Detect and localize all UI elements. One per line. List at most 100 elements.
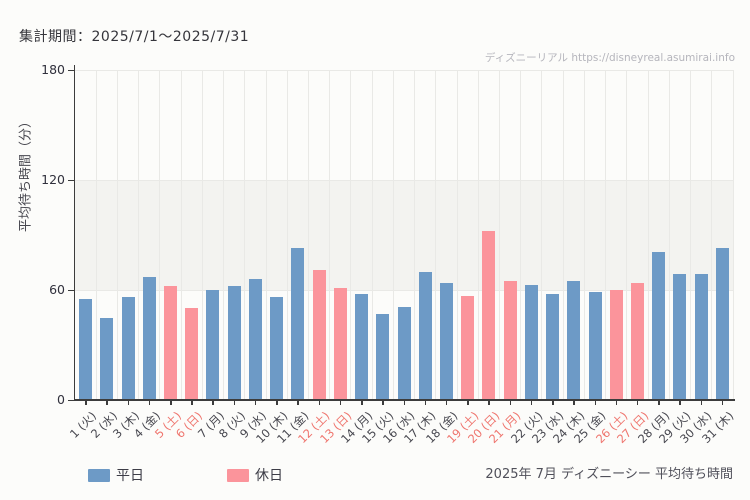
x-axis-tick	[636, 401, 639, 405]
grid-line-vertical	[414, 70, 416, 400]
wait-time-bar-day-7	[206, 290, 220, 400]
y-tick-label: 0	[57, 392, 65, 407]
grid-line-vertical	[477, 70, 479, 400]
grid-line-vertical	[499, 70, 501, 400]
x-axis-tick	[467, 401, 469, 405]
y-axis-line	[73, 65, 75, 401]
wait-time-bar-day-1	[79, 299, 93, 400]
x-axis-tick	[403, 401, 405, 405]
x-axis-tick	[361, 401, 363, 405]
wait-time-bar-day-17	[418, 271, 432, 400]
grid-line-vertical	[116, 70, 118, 400]
y-axis-tick	[68, 289, 74, 291]
grid-line-vertical	[690, 70, 692, 400]
x-axis-tick	[573, 401, 575, 405]
y-tick-label: 120	[41, 172, 65, 187]
x-axis-tick	[297, 401, 299, 405]
x-axis-tick	[488, 401, 490, 405]
grid-line-vertical	[244, 70, 246, 400]
wait-time-bar-day-10	[270, 297, 284, 400]
x-axis-tick	[254, 401, 257, 405]
grid-line-vertical	[392, 70, 394, 400]
x-axis-tick	[552, 401, 554, 405]
x-axis-tick	[658, 401, 660, 405]
wait-time-bar-day-24	[567, 280, 581, 400]
wait-time-bar-day-13	[333, 288, 347, 400]
y-tick-label: 180	[41, 62, 65, 77]
x-axis-tick	[106, 401, 108, 405]
x-axis-tick	[594, 401, 597, 405]
grid-line-vertical	[329, 70, 331, 400]
wait-time-bar-day-21	[503, 280, 517, 400]
x-axis-tick	[615, 401, 618, 405]
legend-holiday-swatch	[227, 468, 249, 482]
x-axis-tick	[721, 401, 724, 405]
site-watermark: ディズニーリアル https://disneyreal.asumirai.inf…	[484, 52, 735, 64]
grid-line-vertical	[286, 70, 288, 400]
x-axis-tick	[212, 401, 214, 405]
legend-weekday-swatch	[88, 468, 110, 482]
y-tick-label: 60	[49, 282, 65, 297]
grid-line-vertical	[435, 70, 437, 400]
grid-line-vertical	[605, 70, 607, 400]
y-axis-tick	[68, 179, 74, 181]
x-axis-tick	[424, 401, 427, 405]
shaded-band-60-120	[75, 180, 733, 290]
wait-time-bar-day-2	[100, 317, 114, 400]
grid-line-vertical	[711, 70, 713, 400]
grid-line-vertical	[520, 70, 522, 400]
wait-time-bar-day-4	[142, 277, 156, 400]
chart-caption: 2025年 7月 ディズニーシー 平均待ち時間	[485, 467, 733, 482]
wait-time-bar-day-12	[312, 269, 326, 400]
wait-time-bar-day-22	[524, 284, 538, 400]
grid-line-vertical	[350, 70, 352, 400]
wait-time-bar-day-26	[609, 290, 623, 400]
wait-time-bar-day-18	[439, 282, 453, 400]
grid-line-vertical	[626, 70, 628, 400]
wait-time-bar-day-6	[185, 308, 199, 400]
grid-line-horizontal	[75, 179, 733, 181]
wait-time-bar-day-16	[397, 306, 411, 400]
grid-line-vertical	[668, 70, 670, 400]
x-axis-tick	[170, 401, 172, 405]
wait-time-bar-day-19	[461, 295, 475, 400]
x-axis-tick	[127, 401, 130, 405]
grid-line-vertical	[307, 70, 309, 400]
wait-time-bar-day-28	[652, 251, 666, 400]
y-axis-tick	[68, 69, 74, 71]
x-axis-tick	[276, 401, 278, 405]
wait-time-bar-day-8	[227, 286, 241, 400]
x-axis-tick	[318, 401, 321, 405]
grid-line-vertical	[159, 70, 161, 400]
grid-line-vertical	[265, 70, 267, 400]
grid-line-vertical	[647, 70, 649, 400]
grid-line-vertical	[371, 70, 373, 400]
wait-time-bar-day-15	[376, 313, 390, 400]
x-axis-tick	[85, 401, 87, 405]
report-period-title: 集計期間：2025/7/1～2025/7/31	[19, 29, 250, 45]
x-axis-line	[73, 399, 735, 401]
grid-line-vertical	[138, 70, 140, 400]
grid-line-vertical	[562, 70, 564, 400]
wait-time-bar-day-9	[248, 279, 262, 400]
wait-time-bar-day-30	[694, 273, 708, 400]
grid-line-vertical	[180, 70, 182, 400]
x-axis-tick	[445, 401, 448, 405]
wait-time-bar-day-29	[673, 273, 687, 400]
y-axis-tick	[68, 399, 74, 401]
grid-line-horizontal	[75, 289, 733, 291]
y-axis-title: 平均待ち時間（分）	[18, 115, 34, 233]
x-axis-tick	[509, 401, 512, 405]
wait-time-bar-day-31	[715, 247, 729, 400]
grid-line-vertical	[201, 70, 203, 400]
grid-line-vertical	[541, 70, 543, 400]
grid-line-horizontal	[75, 69, 733, 71]
grid-line-vertical	[223, 70, 225, 400]
grid-line-vertical	[732, 70, 734, 400]
wait-time-bar-day-3	[121, 297, 135, 400]
wait-time-bar-day-27	[630, 282, 644, 400]
x-axis-tick	[530, 401, 533, 405]
x-axis-tick	[148, 401, 151, 405]
x-axis-tick	[700, 401, 703, 405]
